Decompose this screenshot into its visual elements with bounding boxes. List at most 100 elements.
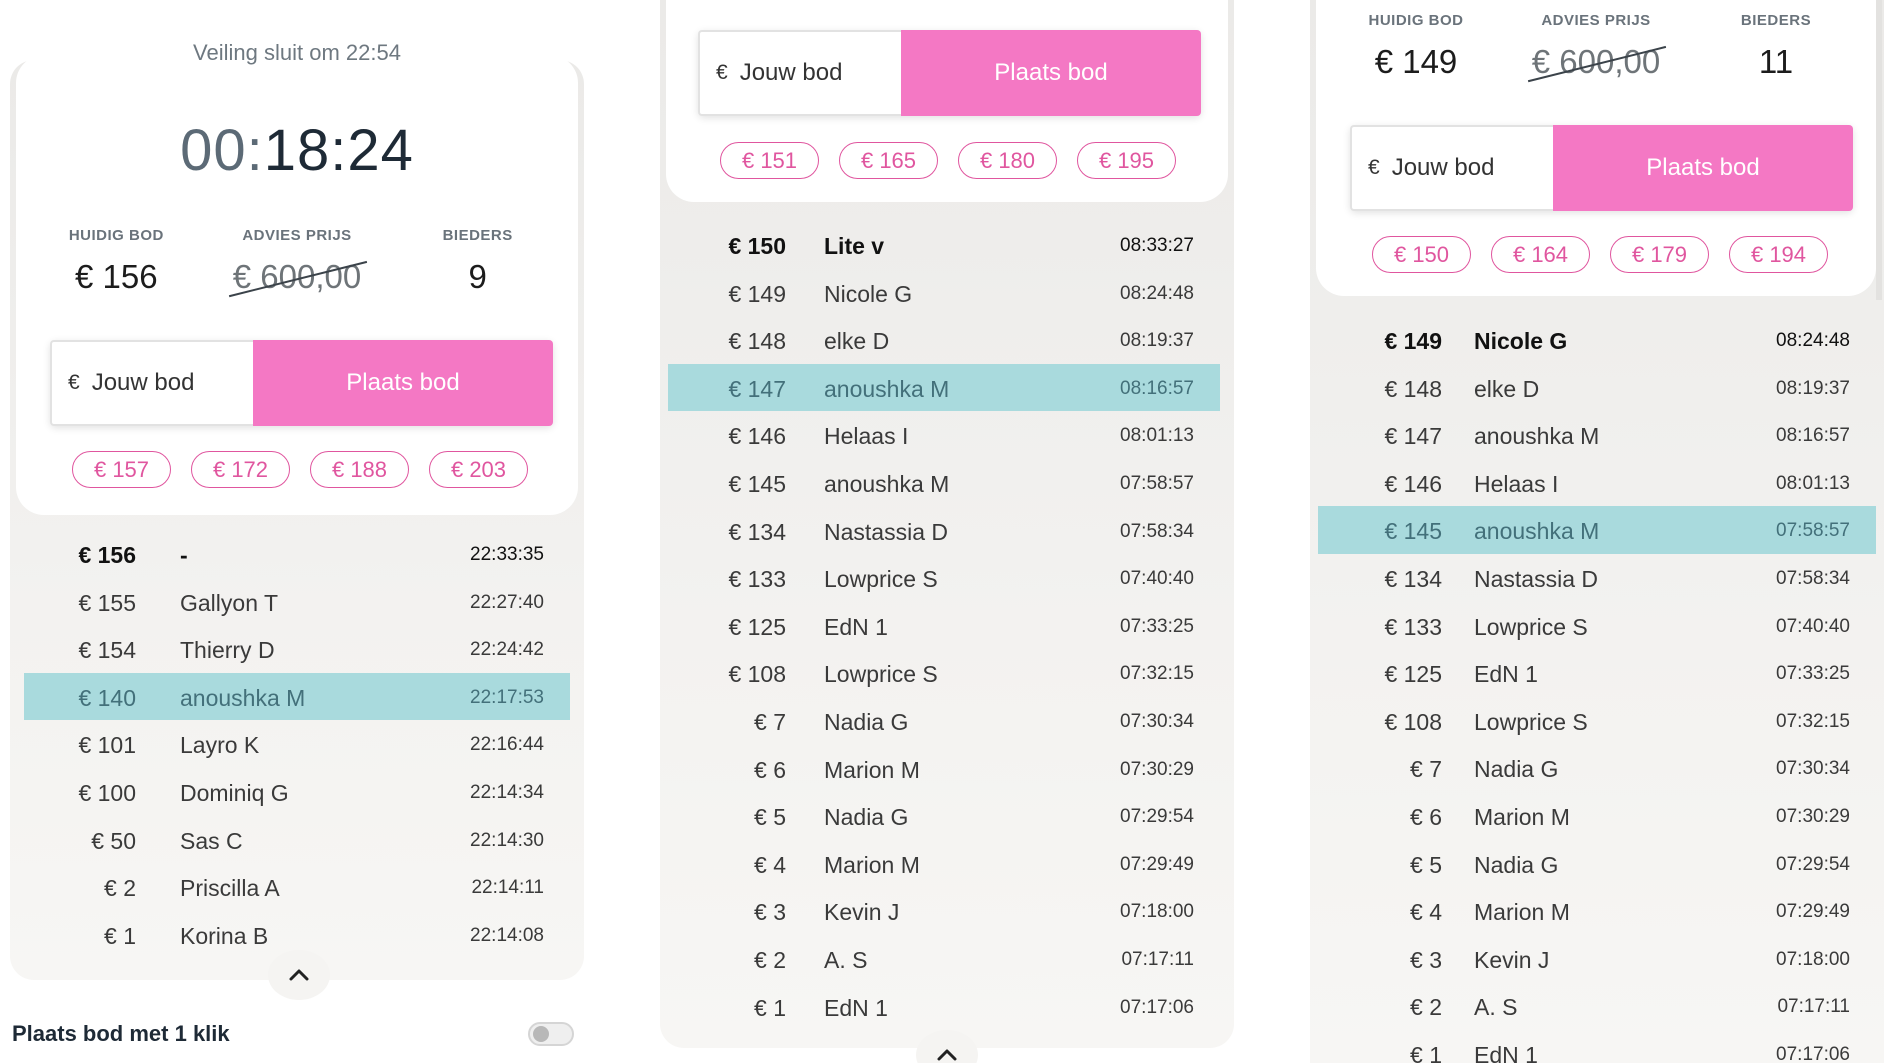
bid-history-row: € 4 Marion M 07:29:49 [668, 840, 1220, 888]
bid-amount: € 146 [1384, 470, 1442, 497]
bid-time: 08:33:27 [1120, 235, 1194, 256]
bid-history-row: € 133 Lowprice S 07:40:40 [668, 554, 1220, 602]
quick-bid-chip[interactable]: € 188 [310, 451, 409, 488]
auction-panel-2: € Jouw bod Plaats bod € 151 € 165 € 180 … [660, 0, 1234, 1063]
bid-amount: € 140 [78, 684, 136, 711]
bid-amount: € 7 [754, 708, 786, 735]
stat-label: ADVIES PRIJS [1541, 12, 1651, 29]
quick-bid-chip[interactable]: € 180 [958, 142, 1057, 179]
bid-time: 08:01:13 [1120, 425, 1194, 447]
stat-label: HUIDIG BOD [68, 227, 164, 244]
bid-time: 22:16:44 [470, 734, 544, 756]
bid-time: 22:14:30 [470, 829, 544, 851]
stat-label: HUIDIG BOD [1368, 12, 1464, 29]
bid-time: 22:14:11 [471, 877, 544, 899]
stat-bidders: BIEDERS 9 [387, 227, 568, 296]
bid-time: 07:29:54 [1776, 853, 1850, 875]
bid-history-list: € 156-22:33:35 € 155 Gallyon T 22:27:40 € 15… [24, 530, 570, 958]
bidder-name: Korina B [180, 922, 269, 949]
bid-time: 22:33:35 [470, 544, 544, 565]
bid-time: 07:58:34 [1776, 567, 1850, 589]
quick-bid-chip[interactable]: € 151 [720, 142, 819, 179]
bid-history-row: € 147 anoushka M 08:16:57 [668, 363, 1220, 412]
one-click-bid-toggle[interactable] [528, 1022, 574, 1046]
bid-history-row: € 6 Marion M 07:30:29 [1318, 792, 1876, 840]
place-bid-button[interactable]: Plaats bod [1553, 125, 1853, 211]
quick-bid-chip[interactable]: € 150 [1372, 236, 1471, 273]
bid-amount: € 134 [728, 518, 786, 545]
quick-bid-chip[interactable]: € 179 [1610, 236, 1709, 273]
bidder-name: Lowprice S [1474, 708, 1588, 735]
bidders-count: 9 [468, 258, 487, 295]
bid-history-row: € 146 Helaas I 08:01:13 [1318, 459, 1876, 507]
bid-amount: € 3 [1410, 946, 1442, 973]
bid-form: € Jouw bod Plaats bod [698, 30, 1201, 116]
stat-current-bid: HUIDIG BOD € 149 [1326, 12, 1506, 81]
current-bid-value: € 156 [75, 258, 158, 295]
bid-time: 07:29:54 [1120, 806, 1194, 828]
chevron-up-icon [937, 1049, 957, 1061]
bid-amount: € 2 [104, 875, 136, 902]
bid-time: 08:16:57 [1120, 377, 1194, 399]
auction-panel-3: HUIDIG BOD € 149 ADVIES PRIJS € 600,00 B… [1310, 0, 1884, 1063]
collapse-button[interactable] [268, 950, 330, 1000]
bid-amount: € 5 [1410, 851, 1442, 878]
collapse-button[interactable] [916, 1030, 978, 1063]
bid-time: 08:19:37 [1120, 330, 1194, 352]
bid-input[interactable]: € Jouw bod [1350, 125, 1553, 211]
bid-history-row: € 7 Nadia G 07:30:34 [668, 697, 1220, 745]
bid-history-row: € 1 Korina B 22:14:08 [24, 911, 570, 959]
bid-time: 22:17:53 [470, 686, 544, 708]
bid-time: 22:14:08 [470, 924, 544, 946]
quick-bid-chip[interactable]: € 172 [191, 451, 290, 488]
bid-history-row: € 1 EdN 1 07:17:06 [668, 983, 1220, 1031]
bid-amount: € 145 [1384, 518, 1442, 545]
bid-history-row: € 145 anoushka M 07:58:57 [1318, 506, 1876, 554]
current-bid-value: € 149 [1374, 43, 1458, 80]
quick-bid-chip[interactable]: € 203 [429, 451, 528, 488]
bid-history-row: € 134 Nastassia D 07:58:34 [668, 507, 1220, 555]
bidder-name: Kevin J [1474, 946, 1550, 973]
bid-history-row: € 3 Kevin J 07:18:00 [1318, 935, 1876, 983]
quick-bid-chip[interactable]: € 157 [72, 451, 171, 488]
bid-time: 07:18:00 [1776, 948, 1850, 970]
auction-card: HUIDIG BOD € 149 ADVIES PRIJS € 600,00 B… [1316, 0, 1876, 296]
bidder-name: EdN 1 [824, 613, 888, 640]
quick-bid-chip[interactable]: € 194 [1729, 236, 1828, 273]
bid-history-row: € 4 Marion M 07:29:49 [1318, 887, 1876, 935]
quick-bid-chip[interactable]: € 164 [1491, 236, 1590, 273]
bidder-name: Kevin J [824, 899, 900, 926]
bid-time: 07:32:15 [1120, 663, 1194, 685]
bidder-name: Priscilla A [180, 875, 280, 902]
bid-time: 07:58:57 [1776, 520, 1850, 542]
bidder-name: Helaas I [824, 423, 909, 450]
bidder-name: Marion M [824, 851, 920, 878]
quick-bid-chip[interactable]: € 195 [1077, 142, 1176, 179]
bid-time: 08:19:37 [1776, 377, 1850, 399]
bid-amount: € 148 [728, 328, 786, 355]
bidders-count: 11 [1758, 43, 1794, 80]
bidder-name: anoushka M [824, 470, 950, 497]
bid-history-row: € 50 Sas C 22:14:30 [24, 816, 570, 864]
bid-input[interactable]: € Jouw bod [50, 340, 253, 426]
bidder-name: elke D [824, 328, 890, 355]
quick-bid-chips: € 150 € 164 € 179 € 194 [1372, 236, 1828, 273]
bid-time: 07:33:25 [1776, 663, 1850, 685]
bidder-name: Sas C [180, 827, 243, 854]
place-bid-button[interactable]: Plaats bod [253, 340, 553, 426]
bid-amount: € 149 [728, 280, 786, 307]
bid-amount: € 4 [1410, 899, 1442, 926]
bid-amount: € 4 [754, 851, 786, 878]
auction-card: € Jouw bod Plaats bod € 151 € 165 € 180 … [666, 0, 1228, 202]
stat-advice-price: ADVIES PRIJS € 600,00 [207, 227, 388, 296]
bid-amount: € 147 [1384, 423, 1442, 450]
quick-bid-chip[interactable]: € 165 [839, 142, 938, 179]
bidder-name: EdN 1 [1474, 1041, 1538, 1063]
bid-amount: € 125 [1384, 661, 1442, 688]
place-bid-button[interactable]: Plaats bod [901, 30, 1201, 116]
bid-time: 07:40:40 [1776, 615, 1850, 637]
bid-input[interactable]: € Jouw bod [698, 30, 901, 116]
bid-time: 22:27:40 [470, 591, 544, 613]
bid-amount: € 150 [728, 233, 786, 259]
bidder-name: elke D [1474, 375, 1540, 402]
